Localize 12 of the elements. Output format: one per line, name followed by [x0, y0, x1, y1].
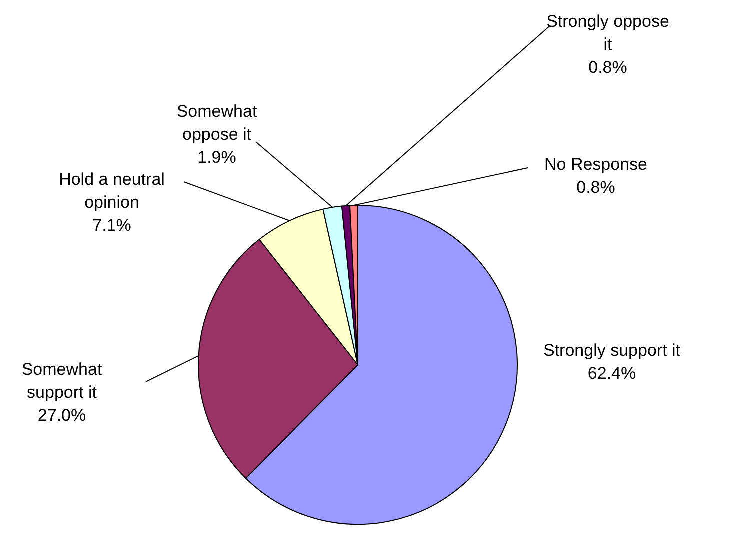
slice-label: Hold a neutral opinion — [59, 170, 165, 212]
data-label: 0.8% — [588, 58, 628, 78]
slice-label: No Response — [544, 155, 648, 174]
slice-label: Strongly support it — [543, 341, 681, 360]
slice-label: Strongly oppose it — [546, 12, 670, 54]
data-label: 27.0% — [38, 406, 86, 426]
slice-label: Somewhat oppose it — [176, 102, 258, 144]
data-label: 1.9% — [198, 148, 236, 168]
data-label: 7.1% — [92, 216, 132, 236]
data-label: 62.4% — [588, 364, 636, 384]
slice-label: Somewhat support it — [22, 360, 102, 402]
data-label: 0.8% — [576, 178, 616, 198]
